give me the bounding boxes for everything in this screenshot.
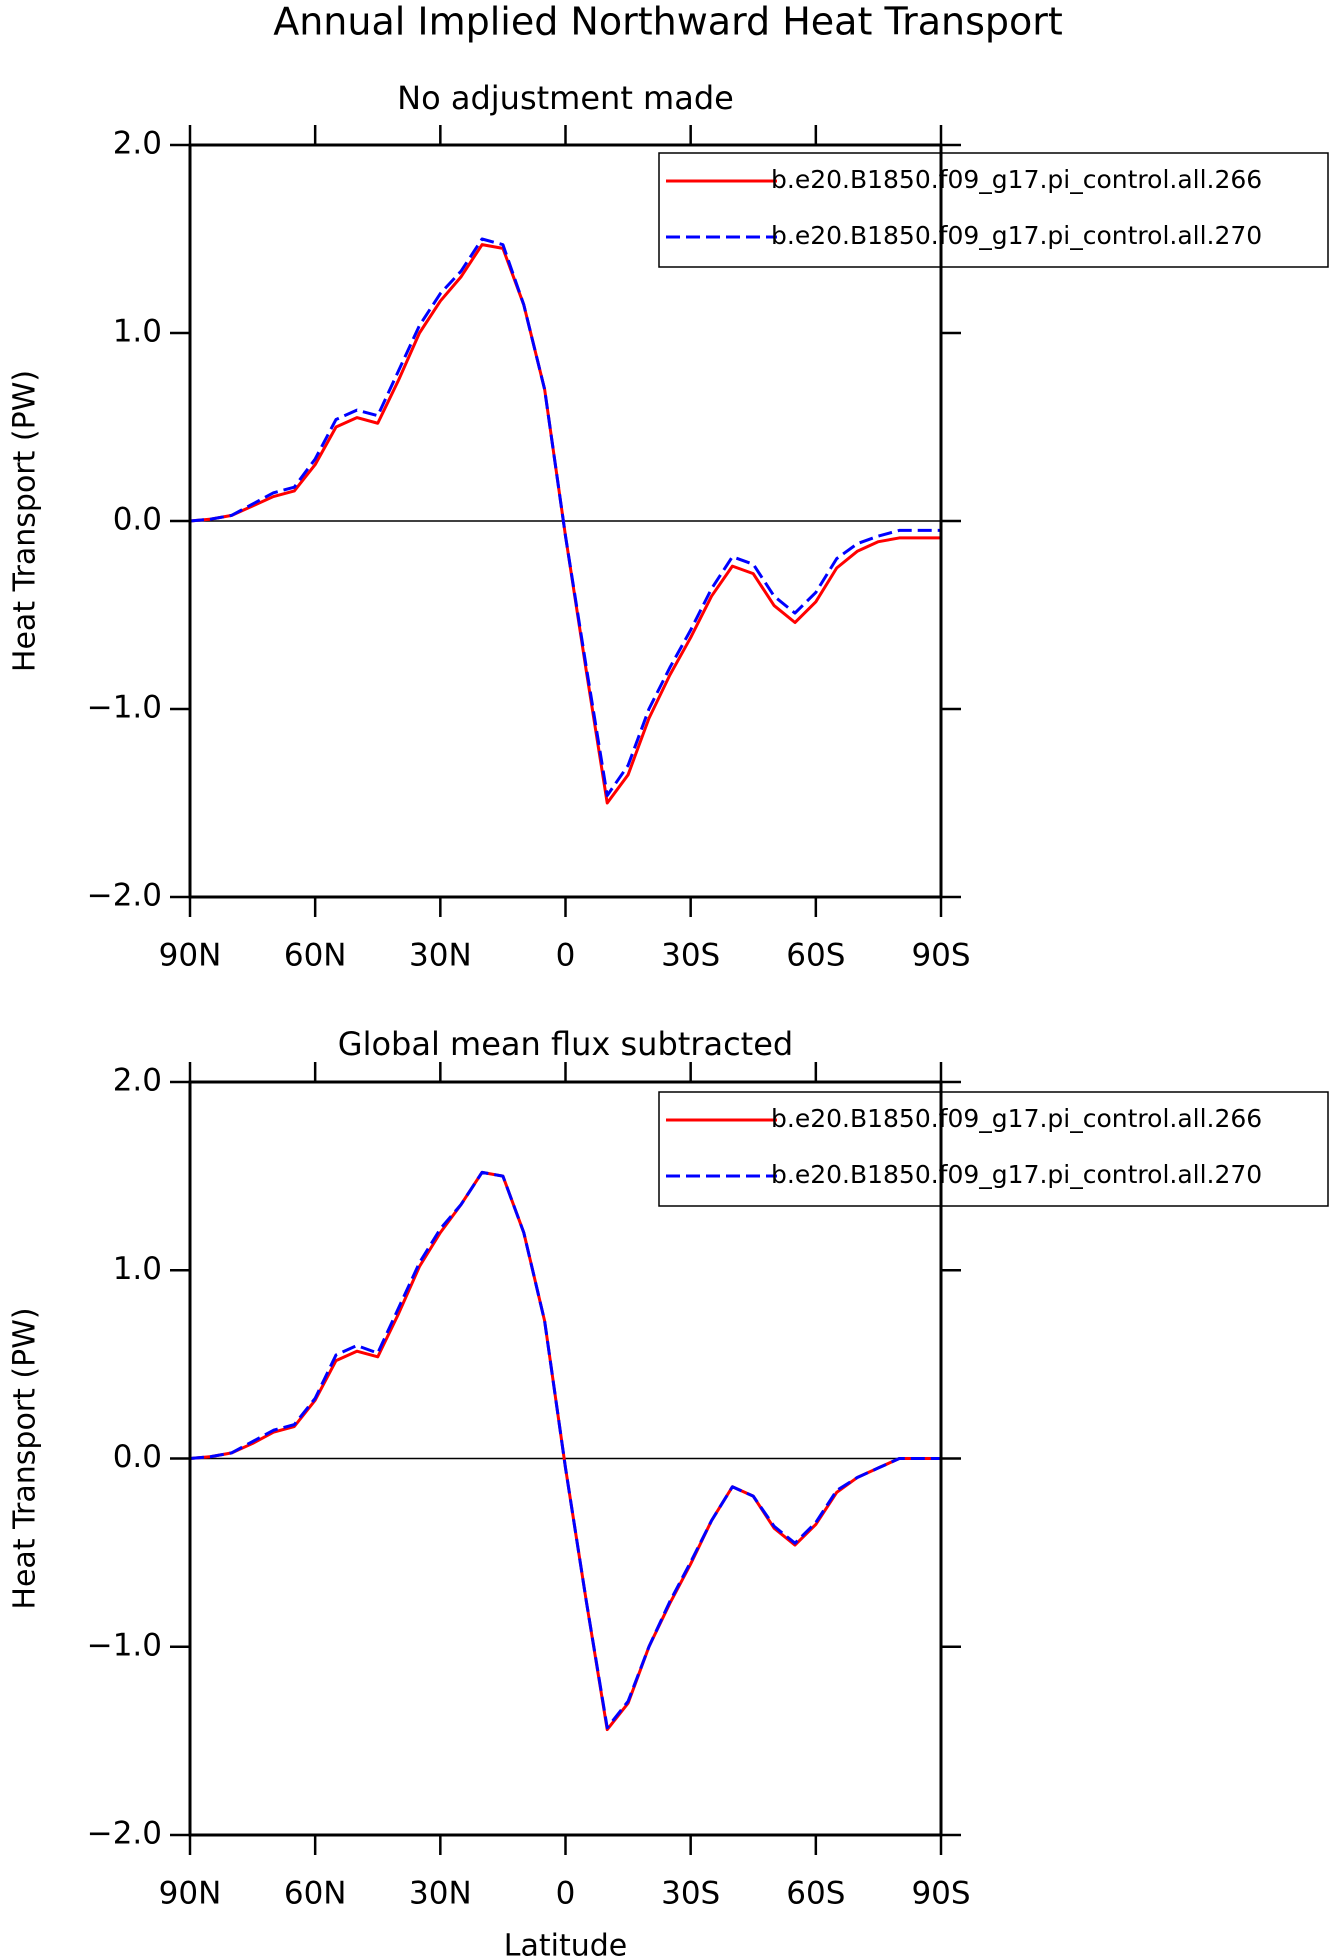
y-tick-label: −1.0 <box>87 690 162 726</box>
y-axis-label: Heat Transport (PW) <box>8 1307 43 1609</box>
x-tick-label: 90N <box>159 1876 222 1912</box>
x-tick-label: 60N <box>284 938 347 974</box>
series-line <box>189 1170 941 1730</box>
x-tick-label: 90N <box>159 938 222 974</box>
x-tick-label: 90S <box>911 1876 970 1912</box>
y-tick-label: 0.0 <box>113 502 162 538</box>
y-tick-label: −2.0 <box>87 878 162 914</box>
x-tick-label: 30S <box>661 1876 720 1912</box>
legend-label: b.e20.B1850.f09_g17.pi_control.all.266 <box>771 1104 1262 1133</box>
x-axis-label: Latitude <box>504 1929 627 1960</box>
y-axis-label: Heat Transport (PW) <box>8 370 43 672</box>
figure-title: Annual Implied Northward Heat Transport <box>273 0 1063 44</box>
series-line <box>189 1170 941 1732</box>
x-tick-label: 60N <box>284 1876 347 1912</box>
y-tick-label: 2.0 <box>113 1063 162 1099</box>
chart: No adjustment made Heat Transport (PW) −2.… <box>8 79 1329 974</box>
x-tick-label: 0 <box>556 1876 576 1912</box>
x-tick-label: 0 <box>556 938 576 974</box>
chart-subtitle: No adjustment made <box>397 79 734 117</box>
y-tick-label: 0.0 <box>113 1439 162 1475</box>
legend-label: b.e20.B1850.f09_g17.pi_control.all.270 <box>771 221 1262 250</box>
x-tick-label: 30N <box>409 1876 472 1912</box>
y-tick-label: −1.0 <box>87 1627 162 1663</box>
y-tick-label: 1.0 <box>113 1251 162 1287</box>
y-tick-label: 2.0 <box>113 126 162 162</box>
x-tick-label: 30S <box>661 938 720 974</box>
legend-label: b.e20.B1850.f09_g17.pi_control.all.270 <box>771 1160 1262 1189</box>
x-tick-label: 30N <box>409 938 472 974</box>
x-tick-label: 60S <box>786 1876 845 1912</box>
chart-subtitle: Global mean flux subtracted <box>338 1025 793 1063</box>
series-line <box>189 237 941 797</box>
legend-box <box>658 1091 1329 1207</box>
y-tick-label: 1.0 <box>113 314 162 350</box>
x-tick-label: 90S <box>911 938 970 974</box>
legend-label: b.e20.B1850.f09_g17.pi_control.all.266 <box>771 165 1262 194</box>
legend-box <box>658 152 1329 268</box>
chart: Global mean flux subtracted Heat Transpor… <box>8 1025 1329 1960</box>
series-line <box>189 243 941 805</box>
x-tick-label: 60S <box>786 938 845 974</box>
y-tick-label: −2.0 <box>87 1816 162 1852</box>
